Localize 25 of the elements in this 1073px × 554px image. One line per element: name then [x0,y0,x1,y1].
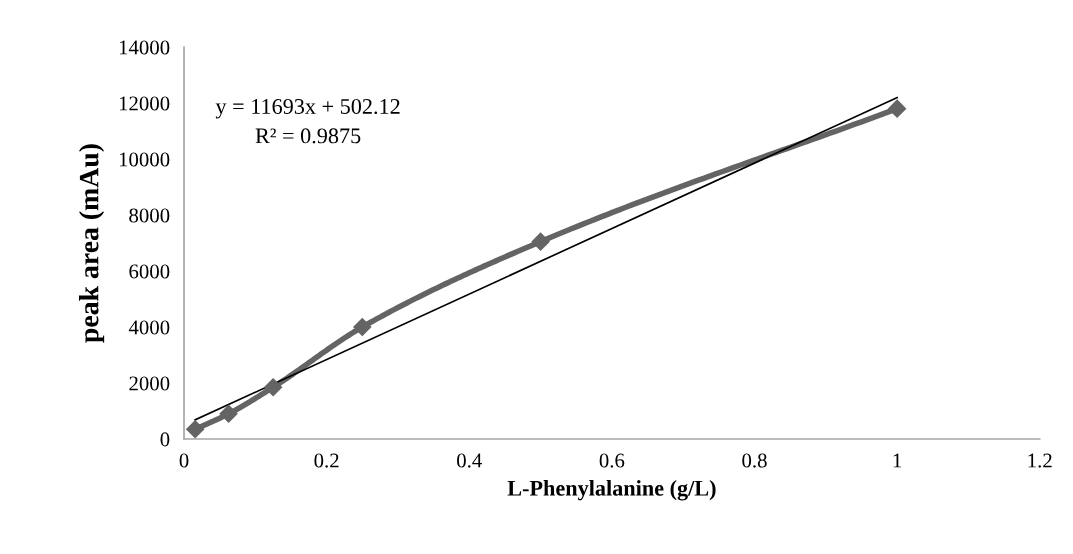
point [263,377,283,397]
point [352,317,372,337]
point [219,404,238,424]
y-axis-title: peak area (mAu) [78,144,105,343]
x-tick-label: 0 [179,453,189,468]
y-tick-label: 10000 [119,152,170,167]
y-tick-label: 14000 [119,40,170,55]
annotation: y = 11693x + 502.12 [215,98,400,119]
x-tick-label: 1 [893,453,902,468]
x-tick-label: 0.8 [742,453,767,468]
y-tick-label: 8000 [129,208,170,223]
x-tick-label: 0.2 [314,453,339,468]
point [185,419,205,439]
y-tick-label: 2000 [129,376,170,391]
annotation: R² = 0.9875 [255,128,361,144]
x-tick-label: 0.6 [599,453,625,468]
point [531,232,550,251]
x-tick-label: 1.2 [1028,453,1052,468]
y-tick-label: 4000 [128,320,170,335]
point [887,99,907,118]
x-tick-label: 0.4 [457,453,482,468]
y-tick-label: 0 [160,432,170,447]
x-axis-title: L-Phenylalanine (g/L) [507,480,716,501]
y-tick-label: 6000 [129,264,170,279]
y-tick-label: 12000 [119,96,170,111]
